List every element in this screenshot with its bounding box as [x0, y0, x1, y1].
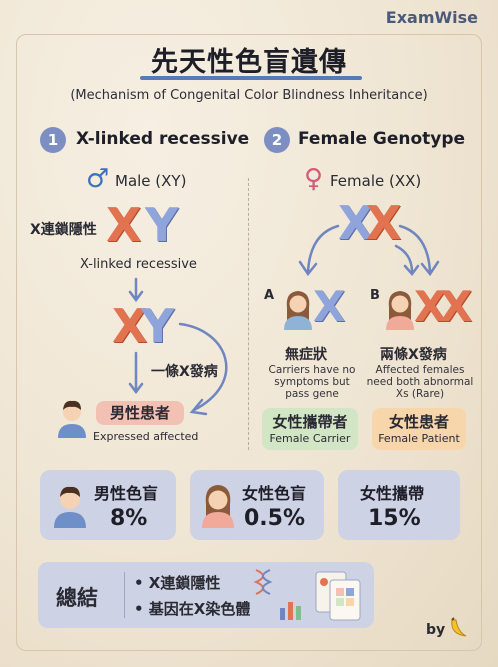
x-linked-recessive-zh-label: X連鎖隱性	[30, 222, 97, 238]
section1-number-badge: 1	[40, 127, 66, 153]
male-patient-badge: 男性患者	[96, 401, 184, 425]
male-y-chromosome-2: Y	[141, 299, 175, 353]
male-y-chromosome-1: Y	[145, 198, 179, 252]
female-symbol-icon: ♀	[304, 164, 324, 194]
page-title: 先天性色盲遺傳	[151, 47, 347, 78]
stat-card-female: 女性色盲 0.5%	[190, 470, 324, 540]
brand-logo: ExamWise	[385, 8, 478, 27]
stat-carrier-value: 15%	[368, 506, 421, 531]
curved-arrow-icon	[178, 322, 228, 416]
female-patient-label: 女性患者	[388, 413, 449, 431]
section2-number-badge: 2	[264, 127, 290, 153]
expressed-affected-label: Expressed affected	[93, 430, 199, 443]
male-patient-avatar-icon	[58, 400, 86, 438]
female-patient-en-label: Female Patient	[378, 432, 460, 445]
case-b-letter: B	[370, 288, 380, 303]
stat-card-carrier: 女性攜帶 15%	[338, 470, 460, 540]
summary-item-2: • 基因在X染色體	[134, 600, 251, 618]
case-a-letter: A	[264, 288, 275, 303]
single-x-affected-label: 一條X發病	[151, 364, 218, 380]
male-x-chromosome-2: X	[112, 299, 148, 353]
male-avatar-icon	[54, 486, 86, 528]
section2-title: Female Genotype	[298, 129, 466, 149]
title-underline	[140, 76, 362, 80]
section-divider	[248, 178, 249, 450]
female-carrier-badge: 女性攜帶者 Female Carrier	[262, 408, 358, 450]
banana-icon	[451, 617, 467, 637]
male-xy-label: Male (XY)	[115, 172, 187, 190]
right-branch-arrow-icon	[398, 224, 440, 277]
male-x-chromosome-1: X	[106, 198, 142, 252]
dna-icon	[253, 569, 273, 595]
case-a-title: 無症狀	[285, 347, 327, 363]
section1-title: X-linked recessive	[76, 129, 250, 149]
bar-chart-icon	[280, 602, 301, 620]
male-symbol-icon: ♂	[86, 164, 110, 194]
x-linked-recessive-en-label: X-linked recessive	[80, 257, 197, 272]
summary-title: 總結	[56, 586, 98, 610]
female-carrier-avatar-icon	[284, 291, 312, 330]
female-x-chromosome-abnormal: X	[366, 196, 402, 250]
case-a-desc-line-2: symptoms but	[274, 376, 350, 388]
down-arrow-1-icon	[128, 277, 144, 303]
stat-female-value: 0.5%	[244, 506, 306, 531]
page-subtitle: (Mechanism of Congenital Color Blindness…	[70, 88, 428, 103]
patient-x-chromosome-1: X	[414, 282, 447, 331]
small-down-arrow-icon	[394, 244, 420, 276]
case-b-desc-line-3: Xs (Rare)	[395, 388, 445, 400]
female-patient-badge: 女性患者 Female Patient	[372, 408, 466, 450]
patient-x-chromosome-2: X	[440, 282, 473, 331]
female-patient-avatar-icon	[386, 291, 414, 330]
left-branch-arrow-icon	[298, 224, 340, 277]
content-frame	[16, 34, 482, 651]
female-avatar-icon	[202, 485, 234, 528]
female-xx-label: Female (XX)	[330, 172, 422, 190]
female-carrier-en-label: Female Carrier	[269, 432, 351, 445]
down-arrow-2-icon	[128, 351, 144, 395]
case-b-desc-line-1: Affected females	[375, 364, 465, 376]
chart-card-icon	[315, 571, 361, 621]
stat-carrier-label: 女性攜帶	[360, 484, 425, 503]
stat-female-label: 女性色盲	[242, 484, 307, 503]
female-x-chromosome-normal: X	[338, 196, 374, 250]
case-a-desc-line-1: Carriers have no	[268, 364, 356, 376]
case-a-description: Carriers have no symptoms but pass gene	[262, 364, 362, 400]
summary-item-1: • X連鎖隱性	[134, 574, 221, 592]
summary-divider	[124, 572, 125, 618]
female-carrier-label: 女性攜帶者	[272, 413, 348, 431]
case-b-title: 兩條X發病	[380, 347, 447, 363]
case-b-desc-line-2: need both abnormal	[366, 376, 474, 388]
case-b-description: Affected females need both abnormal Xs (…	[366, 364, 474, 400]
summary-box: 總結 • X連鎖隱性 • 基因在X染色體	[38, 562, 374, 628]
carrier-x-chromosome: X	[313, 282, 346, 331]
footer-by-label: by	[426, 622, 446, 638]
stat-card-male: 男性色盲 8%	[40, 470, 176, 540]
case-a-desc-line-3: pass gene	[285, 388, 339, 400]
male-patient-label: 男性患者	[109, 404, 170, 422]
stat-male-value: 8%	[110, 506, 148, 531]
stat-male-label: 男性色盲	[94, 484, 159, 503]
